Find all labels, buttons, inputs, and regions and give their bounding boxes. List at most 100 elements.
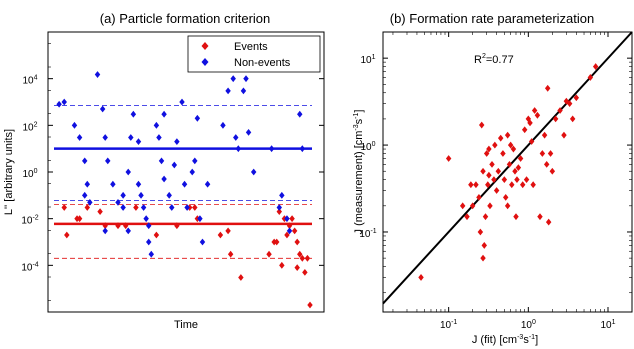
event-point: [289, 215, 295, 223]
event-point: [133, 204, 139, 211]
event-point: [297, 250, 303, 258]
non-event-point: [268, 145, 275, 153]
measurement-point: [464, 213, 470, 221]
non-event-point: [204, 180, 211, 188]
measurement-point: [541, 131, 548, 139]
measurement-point: [561, 131, 567, 139]
non-event-point: [138, 191, 144, 199]
panel-a-x-axis-label: Time: [174, 319, 198, 331]
event-point: [225, 227, 231, 235]
event-point: [276, 208, 282, 216]
non-event-point: [286, 227, 293, 235]
panel-b-y-axis-ticks: 10-1 100 101: [359, 54, 632, 294]
panel-b-formation-rate: (b) Formation rate parameterization 10-1…: [353, 11, 633, 346]
non-event-point: [153, 121, 160, 129]
event-point: [266, 250, 272, 258]
non-event-point: [143, 215, 149, 223]
panel-a-plot-area: [47, 31, 325, 313]
measurement-point: [512, 167, 518, 175]
x-tick-label: 100: [521, 319, 536, 331]
non-event-point: [125, 227, 131, 235]
event-point: [217, 231, 224, 239]
measurement-point: [543, 160, 550, 168]
measurement-point: [481, 242, 488, 249]
measurement-point: [478, 121, 485, 129]
non-event-point: [99, 105, 106, 113]
y-tick-label: 10-1: [359, 228, 376, 240]
legend-box: [187, 35, 321, 73]
measurement-point: [569, 115, 576, 123]
non-event-point: [169, 204, 175, 211]
non-event-point: [299, 145, 306, 153]
non-event-point: [115, 198, 121, 206]
event-point: [102, 222, 108, 230]
measurement-point: [573, 94, 580, 102]
measurement-point: [539, 150, 546, 157]
measurement-point: [506, 160, 513, 168]
non-event-point: [56, 100, 62, 108]
non-event-point: [276, 204, 282, 211]
measurement-point: [480, 167, 486, 175]
event-point: [274, 238, 280, 246]
event-point: [61, 204, 67, 211]
non-event-point: [181, 180, 188, 188]
non-event-point: [128, 134, 134, 141]
non-event-point: [233, 134, 239, 141]
measurement-point: [501, 176, 508, 184]
x-tick-label: 101: [600, 319, 615, 331]
measurement-point: [514, 176, 520, 184]
non-event-point: [192, 157, 198, 165]
panel-b-r-squared: R2=0.77: [474, 53, 514, 66]
measurement-point: [587, 74, 594, 81]
measurement-point: [418, 274, 424, 281]
non-event-point: [130, 110, 137, 118]
measurement-point: [530, 181, 536, 189]
non-event-point: [174, 138, 180, 146]
non-event-point: [110, 180, 116, 188]
non-event-point: [250, 168, 257, 176]
event-point: [304, 254, 311, 262]
measurement-point: [486, 145, 492, 153]
non-event-point: [135, 180, 142, 188]
panel-b-x-axis-ticks: 10-1 100 101: [392, 32, 616, 331]
measurement-point: [492, 141, 498, 149]
panel-a-y-axis-ticks: 10-4 10-2 100 102 104: [21, 43, 324, 301]
measurement-point: [566, 100, 573, 108]
measurement-point: [487, 202, 493, 210]
event-point: [97, 208, 103, 216]
event-point: [238, 274, 244, 281]
event-point: [227, 250, 234, 258]
non-event-point: [125, 168, 131, 176]
non-event-point: [161, 110, 167, 118]
event-point: [64, 231, 70, 239]
measurement-point: [445, 155, 452, 162]
non-event-point: [279, 191, 285, 199]
non-event-point: [240, 87, 247, 95]
event-point: [115, 222, 121, 230]
measurement-point: [469, 202, 476, 210]
measurement-point: [491, 176, 497, 184]
measurement-point: [557, 107, 563, 114]
measurement-point: [510, 145, 517, 153]
non-event-point: [146, 222, 152, 230]
non-event-point: [102, 134, 108, 141]
measurement-point: [527, 119, 533, 127]
non-event-point: [235, 145, 242, 153]
measurement-point: [549, 167, 556, 175]
measurement-point: [563, 97, 570, 105]
panel-b-points: [418, 63, 599, 281]
measurement-point: [500, 150, 506, 157]
event-point: [174, 222, 180, 230]
measurement-point: [517, 155, 524, 162]
measurement-point: [477, 228, 484, 236]
non-event-point: [148, 250, 154, 258]
non-event-point: [166, 191, 172, 199]
non-event-point: [140, 204, 147, 211]
non-event-point: [184, 204, 190, 211]
event-point: [122, 222, 129, 230]
non-event-point: [230, 75, 236, 83]
non-event-point: [87, 198, 93, 206]
panel-a-y-axis-label: L'' [arbitrary units]: [3, 129, 15, 215]
panel-a-title: (a) Particle formation criterion: [100, 11, 271, 26]
